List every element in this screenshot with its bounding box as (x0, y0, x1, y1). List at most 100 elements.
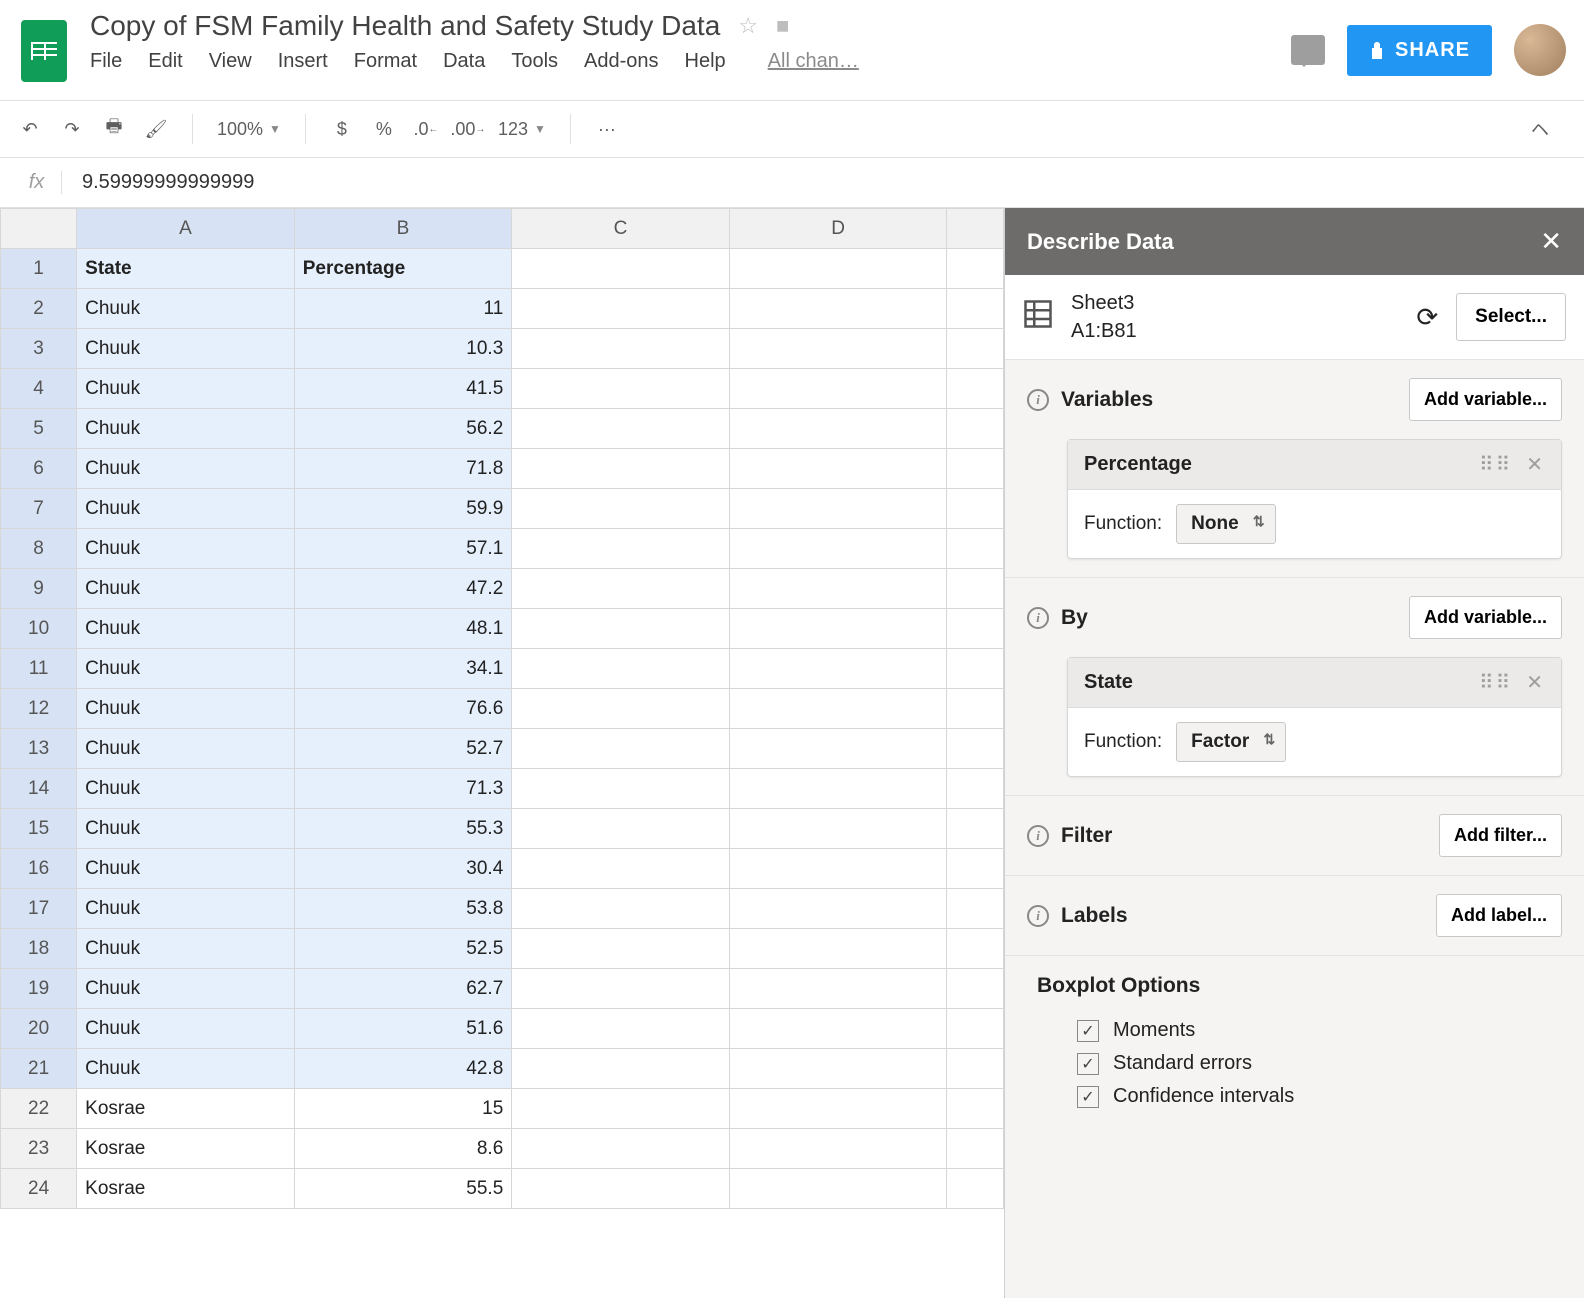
row-header[interactable]: 20 (1, 1009, 77, 1049)
cell[interactable] (947, 769, 1004, 809)
cell[interactable] (947, 1009, 1004, 1049)
cell[interactable] (729, 329, 947, 369)
cell[interactable]: Chuuk (77, 409, 295, 449)
cell[interactable] (512, 289, 730, 329)
cell[interactable] (729, 889, 947, 929)
cell[interactable] (729, 609, 947, 649)
row-header[interactable]: 7 (1, 489, 77, 529)
collapse-toolbar-icon[interactable]: ヘ (1528, 117, 1552, 141)
row-header[interactable]: 9 (1, 569, 77, 609)
cell[interactable] (729, 929, 947, 969)
cell[interactable] (512, 1009, 730, 1049)
col-header-D[interactable]: D (729, 209, 947, 249)
cell[interactable] (512, 969, 730, 1009)
cell[interactable]: 55.3 (294, 809, 512, 849)
remove-variable-icon[interactable]: ✕ (1526, 670, 1545, 695)
menu-view[interactable]: View (209, 50, 252, 73)
star-icon[interactable]: ☆ (738, 13, 758, 39)
share-button[interactable]: SHARE (1347, 25, 1492, 76)
doc-title[interactable]: Copy of FSM Family Health and Safety Stu… (90, 10, 720, 42)
cell[interactable] (947, 889, 1004, 929)
cell[interactable] (947, 1049, 1004, 1089)
cell[interactable] (512, 649, 730, 689)
folder-icon[interactable]: ■ (776, 13, 789, 39)
cell[interactable]: 30.4 (294, 849, 512, 889)
cell[interactable]: Chuuk (77, 1009, 295, 1049)
cell[interactable]: 51.6 (294, 1009, 512, 1049)
cell[interactable]: 62.7 (294, 969, 512, 1009)
cell[interactable] (947, 409, 1004, 449)
row-header[interactable]: 1 (1, 249, 77, 289)
cell[interactable]: Chuuk (77, 729, 295, 769)
cell[interactable] (512, 889, 730, 929)
cell[interactable] (947, 649, 1004, 689)
zoom-select[interactable]: 100% ▼ (217, 119, 281, 140)
cell[interactable]: Chuuk (77, 529, 295, 569)
reload-icon[interactable]: ⟳ (1416, 302, 1438, 333)
row-header[interactable]: 2 (1, 289, 77, 329)
redo-icon[interactable]: ↷ (60, 117, 84, 141)
row-header[interactable]: 5 (1, 409, 77, 449)
decrease-decimal-icon[interactable]: .0← (414, 117, 438, 141)
cell[interactable] (729, 369, 947, 409)
cell[interactable]: Chuuk (77, 609, 295, 649)
cell[interactable] (512, 329, 730, 369)
cell[interactable] (947, 529, 1004, 569)
info-icon[interactable]: i (1027, 905, 1049, 927)
cell[interactable]: 34.1 (294, 649, 512, 689)
cell[interactable] (512, 689, 730, 729)
cell[interactable] (729, 769, 947, 809)
cell[interactable] (512, 369, 730, 409)
cell[interactable] (947, 329, 1004, 369)
col-header-B[interactable]: B (294, 209, 512, 249)
row-header[interactable]: 16 (1, 849, 77, 889)
menu-addons[interactable]: Add-ons (584, 50, 659, 73)
row-header[interactable]: 12 (1, 689, 77, 729)
cell[interactable] (729, 729, 947, 769)
row-header[interactable]: 4 (1, 369, 77, 409)
cell[interactable] (947, 1089, 1004, 1129)
cell[interactable] (729, 289, 947, 329)
cell[interactable] (512, 449, 730, 489)
cell[interactable] (512, 249, 730, 289)
cell[interactable]: 59.9 (294, 489, 512, 529)
cell[interactable] (947, 689, 1004, 729)
cell[interactable] (512, 409, 730, 449)
add-filter-button[interactable]: Add filter... (1439, 814, 1562, 857)
cell[interactable] (512, 1049, 730, 1089)
row-header[interactable]: 11 (1, 649, 77, 689)
undo-icon[interactable]: ↶ (18, 117, 42, 141)
row-header[interactable]: 15 (1, 809, 77, 849)
row-header[interactable]: 24 (1, 1169, 77, 1209)
add-label-button[interactable]: Add label... (1436, 894, 1562, 937)
row-header[interactable]: 17 (1, 889, 77, 929)
drag-handle-icon[interactable]: ⠿⠿ (1479, 452, 1512, 477)
cell[interactable] (729, 1009, 947, 1049)
cell[interactable]: Chuuk (77, 449, 295, 489)
cell[interactable] (947, 449, 1004, 489)
info-icon[interactable]: i (1027, 389, 1049, 411)
cell[interactable]: 55.5 (294, 1169, 512, 1209)
col-header-A[interactable]: A (77, 209, 295, 249)
formula-value[interactable]: 9.59999999999999 (62, 171, 254, 194)
cell[interactable]: 10.3 (294, 329, 512, 369)
cell[interactable]: 52.5 (294, 929, 512, 969)
checkbox-moments[interactable]: ✓ (1077, 1020, 1099, 1042)
col-header-E[interactable] (947, 209, 1004, 249)
more-icon[interactable]: ··· (595, 117, 619, 141)
menu-help[interactable]: Help (685, 50, 726, 73)
row-header[interactable]: 6 (1, 449, 77, 489)
menu-edit[interactable]: Edit (148, 50, 182, 73)
cell[interactable] (729, 689, 947, 729)
select-all-corner[interactable] (1, 209, 77, 249)
menu-format[interactable]: Format (354, 50, 417, 73)
cell[interactable]: 52.7 (294, 729, 512, 769)
cell[interactable]: Kosrae (77, 1169, 295, 1209)
avatar[interactable] (1514, 24, 1566, 76)
increase-decimal-icon[interactable]: .00→ (456, 117, 480, 141)
cell[interactable] (729, 809, 947, 849)
cell[interactable]: Chuuk (77, 889, 295, 929)
cell[interactable]: Chuuk (77, 369, 295, 409)
cell[interactable] (947, 849, 1004, 889)
col-header-C[interactable]: C (512, 209, 730, 249)
